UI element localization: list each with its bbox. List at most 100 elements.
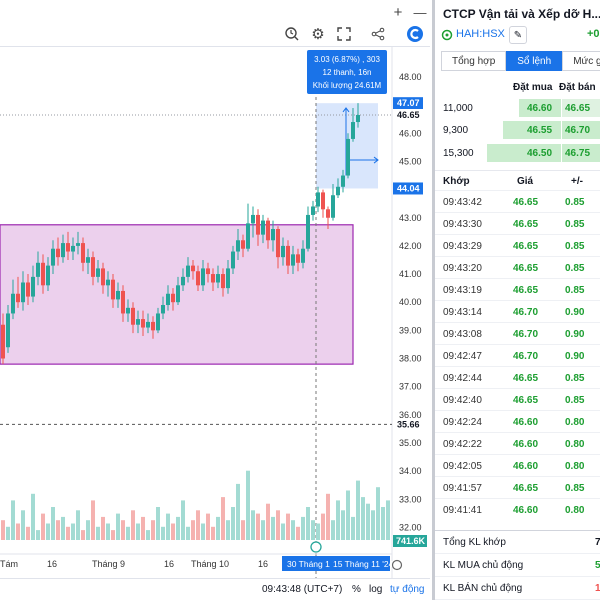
candle[interactable] [216,274,220,283]
minimize-icon[interactable]: — [413,4,427,20]
candle[interactable] [136,319,140,325]
candle[interactable] [181,276,185,286]
candle[interactable] [6,313,10,348]
candle[interactable] [116,290,120,300]
candle[interactable] [61,243,65,258]
volume-bar [51,507,55,540]
candle[interactable] [66,243,70,252]
candle[interactable] [81,243,85,263]
candle[interactable] [96,268,100,277]
candle[interactable] [46,265,50,286]
event-marker-icon[interactable] [310,541,322,553]
candle[interactable] [221,274,225,289]
candle[interactable] [231,251,235,269]
candle[interactable] [71,245,75,252]
candle[interactable] [226,268,230,289]
candle[interactable] [186,265,190,277]
logo-icon[interactable] [404,23,426,45]
candle[interactable] [106,279,110,286]
percent-toggle[interactable]: % [352,584,361,595]
edit-icon[interactable]: ✎ [509,26,527,44]
orderbook-ask[interactable]: 46.75 [565,148,591,159]
candle[interactable] [41,262,45,286]
orderbook-ask[interactable]: 46.65 [565,103,591,114]
candle[interactable] [131,307,135,325]
snapshot-icon[interactable] [282,24,302,44]
refresh-icon[interactable] [441,29,453,41]
candle[interactable] [146,321,150,328]
candle[interactable] [166,293,170,306]
candle[interactable] [251,214,255,224]
candle[interactable] [206,268,210,275]
orderbook-bid[interactable]: 46.50 [527,148,553,159]
candle[interactable] [91,257,95,277]
orderbook-ask[interactable]: 46.70 [565,125,591,136]
candle[interactable] [266,220,270,241]
price-chart[interactable]: 48.00 46.00 45.00 43.00 42.00 41.00 40.00 39.00… [0,47,430,578]
candle[interactable] [16,293,20,303]
candle[interactable] [316,192,320,207]
candle[interactable] [121,290,125,314]
candle[interactable] [321,192,325,210]
candle[interactable] [296,254,300,263]
candle[interactable] [346,138,350,176]
candle[interactable] [26,282,30,297]
candle[interactable] [176,285,180,303]
candle[interactable] [326,209,330,218]
candle[interactable] [191,265,195,272]
candle[interactable] [351,122,355,139]
candle[interactable] [341,175,345,187]
plus-icon[interactable]: + [393,3,403,21]
log-toggle[interactable]: log [369,584,383,595]
candle[interactable] [301,248,305,263]
candle[interactable] [281,245,285,258]
candle[interactable] [286,245,290,266]
fullscreen-icon[interactable] [334,24,354,44]
trade-time: 09:43:30 [443,219,482,230]
candle[interactable] [256,214,260,235]
ticker-symbol[interactable]: HAH:HSX [456,28,505,40]
candle[interactable] [21,282,25,303]
candle[interactable] [11,293,15,314]
candle[interactable] [1,324,5,359]
candle[interactable] [276,229,280,258]
candle[interactable] [101,268,105,286]
candle[interactable] [86,257,90,263]
tab-orderbook[interactable]: Sổ lệnh [506,51,563,71]
candle[interactable] [291,254,295,266]
candle[interactable] [331,195,335,218]
candle[interactable] [76,243,80,246]
candle[interactable] [306,214,310,249]
orderbook-bid[interactable]: 46.60 [527,103,553,114]
candle[interactable] [156,313,160,331]
candle[interactable] [236,240,240,252]
candle[interactable] [241,240,245,249]
candle[interactable] [211,274,215,283]
chart-pane[interactable]: + — ⚙ 48.00 46.00 45.00 43.00 42.00 41.00 40.0… [0,0,430,600]
candle[interactable] [271,229,275,241]
candle[interactable] [111,279,115,300]
orderbook-bid[interactable]: 46.55 [527,125,553,136]
candle[interactable] [151,321,155,331]
gear-icon[interactable]: ⚙ [311,26,325,43]
candle[interactable] [36,262,40,277]
candle[interactable] [201,268,205,286]
candle[interactable] [171,293,175,303]
share-icon[interactable] [368,24,388,44]
candle[interactable] [356,115,360,123]
candle[interactable] [311,206,315,215]
candle[interactable] [336,186,340,196]
tab-price-levels[interactable]: Mức giá [562,51,600,71]
candle[interactable] [56,248,60,258]
candle[interactable] [261,220,265,235]
settings-small-icon[interactable] [391,559,403,571]
candle[interactable] [196,271,200,286]
candle[interactable] [31,276,35,297]
candle[interactable] [126,307,130,314]
auto-toggle[interactable]: tự động [390,584,425,595]
candle[interactable] [161,305,165,314]
tab-overview[interactable]: Tổng hợp [441,51,507,71]
candle[interactable] [246,223,250,249]
candle[interactable] [141,319,145,328]
candle[interactable] [51,248,55,266]
